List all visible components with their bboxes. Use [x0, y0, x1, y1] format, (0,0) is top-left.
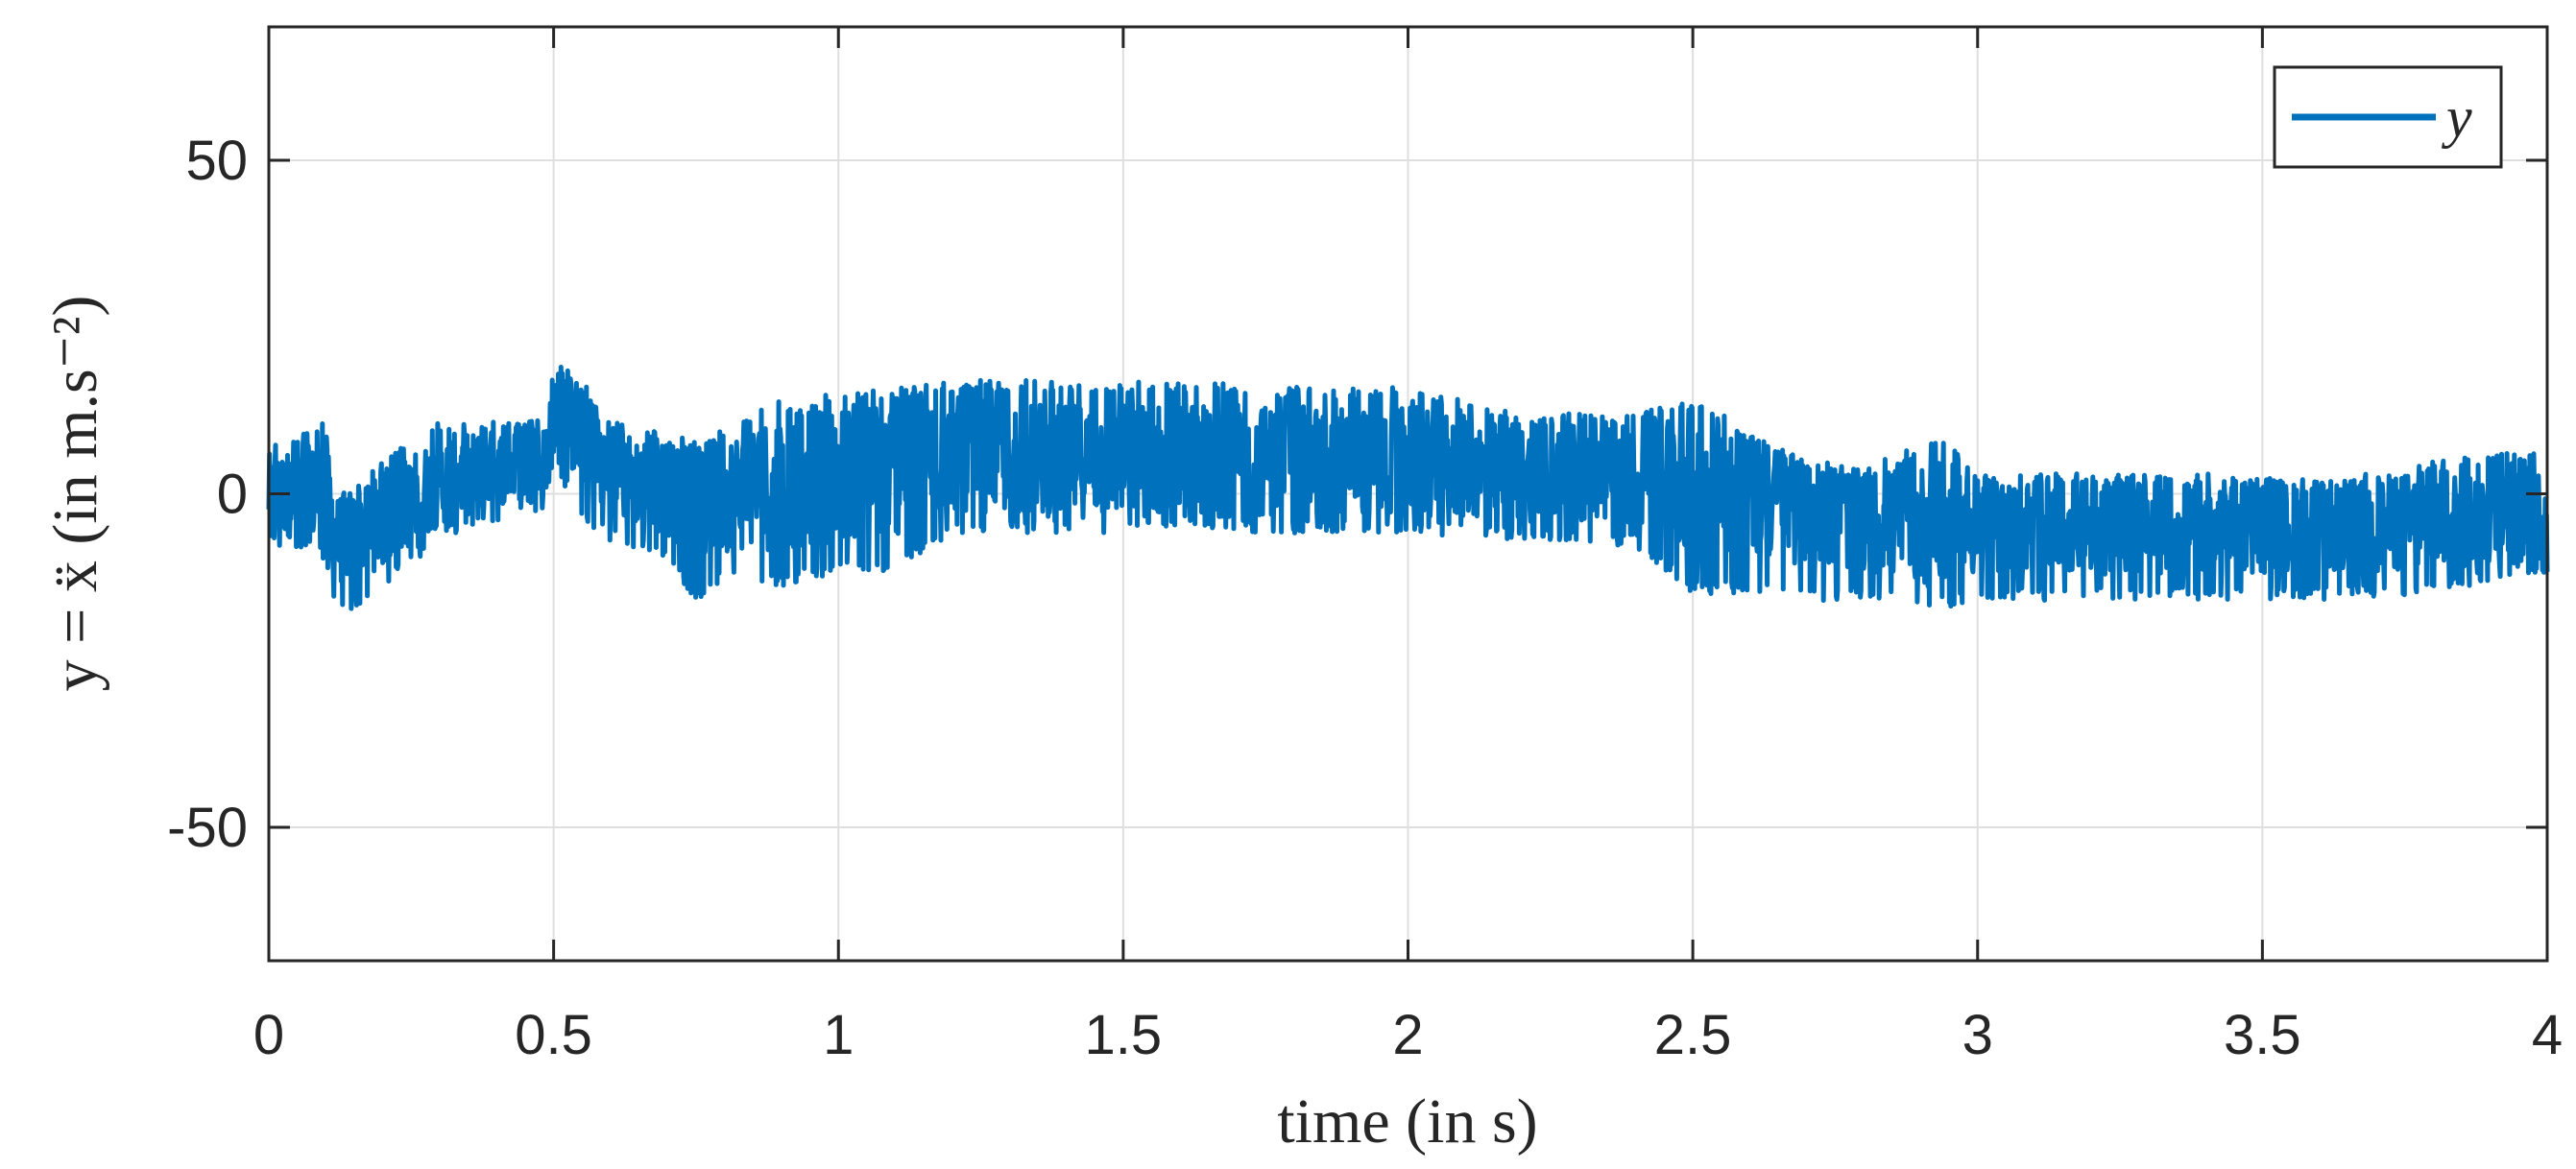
- y-tick-label: 50: [185, 130, 248, 192]
- y-tick-label: 0: [217, 464, 248, 526]
- x-tick-label: 2.5: [1654, 1004, 1732, 1066]
- x-tick-label: 0: [253, 1004, 284, 1066]
- x-tick-label: 1: [823, 1004, 854, 1066]
- y-tick-label: -50: [167, 797, 248, 859]
- x-tick-label: 4: [2532, 1004, 2563, 1066]
- y-axis-label: y = ẍ (in m.s⁻²): [40, 296, 110, 692]
- x-axis-label: time (in s): [1277, 1086, 1537, 1157]
- x-tick-label: 1.5: [1085, 1004, 1163, 1066]
- x-tick-label: 3: [1962, 1004, 1993, 1066]
- ticks: 0 0.5 1 1.5 2 2.5 3 3.5 4 -50 0 50: [167, 27, 2563, 1066]
- x-tick-label: 2: [1392, 1004, 1423, 1066]
- x-tick-label: 3.5: [2224, 1004, 2301, 1066]
- series-line-y: [266, 365, 2550, 611]
- legend-label-y: y: [2441, 85, 2472, 149]
- series-y: [266, 365, 2550, 611]
- legend: y: [2273, 65, 2503, 169]
- x-tick-label: 0.5: [515, 1004, 592, 1066]
